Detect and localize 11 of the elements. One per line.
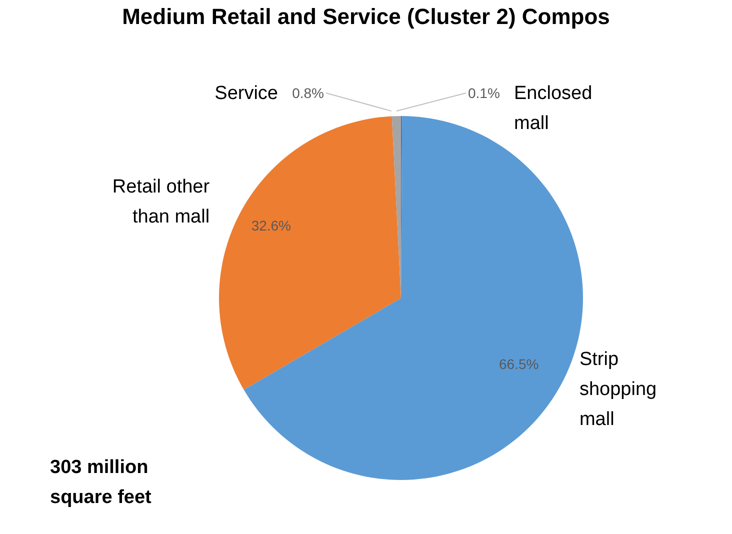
data-label: 0.1% bbox=[468, 85, 500, 101]
slice-label: Enclosed mall bbox=[514, 83, 592, 134]
text: 303 million square feet bbox=[50, 456, 152, 510]
slice-label: Service bbox=[214, 83, 278, 104]
chart-title: Medium Retail and Service (Cluster 2) Compos bbox=[121, 4, 611, 30]
slice-label: Strip shopping mall bbox=[579, 349, 657, 430]
slice-label: Retail other than mall bbox=[112, 176, 210, 228]
data-label: 66.5% bbox=[499, 356, 539, 372]
data-label: 0.8% bbox=[292, 85, 324, 101]
pie-slice bbox=[219, 116, 401, 390]
data-label: 32.6% bbox=[251, 217, 292, 234]
